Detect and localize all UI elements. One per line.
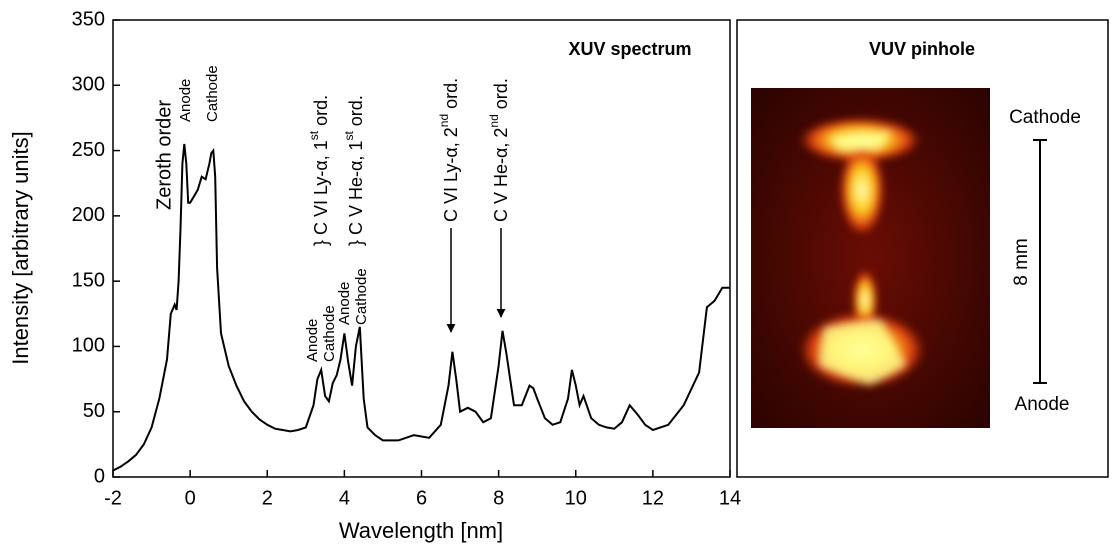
y-tick-label: 200 xyxy=(72,204,105,226)
line-label-text: C VI Ly-α, 2 xyxy=(441,127,461,222)
x-tick-label: 8 xyxy=(493,487,504,509)
line-label-text: C VI Ly-α, 1 xyxy=(311,140,331,240)
line-label-sup: nd xyxy=(437,114,451,127)
chart-title: XUV spectrum xyxy=(568,39,691,59)
line-label-sup: st xyxy=(342,131,356,141)
annotation: Cathode xyxy=(321,305,338,362)
x-tick-label: 10 xyxy=(565,487,587,509)
y-tick-label: 300 xyxy=(72,74,105,96)
line-label: } C V He-α, 1st ord. xyxy=(342,95,366,246)
image-title: VUV pinhole xyxy=(869,39,975,59)
spectrum-line xyxy=(112,143,730,472)
x-tick-label: 2 xyxy=(262,487,273,509)
y-tick-label: 150 xyxy=(72,269,105,291)
y-tick-label: 250 xyxy=(72,139,105,161)
arrows xyxy=(446,228,506,333)
line-label-text: C V He-α, 2 xyxy=(491,128,511,222)
x-axis-title: Wavelength [nm] xyxy=(339,518,503,543)
x-tick-label: 14 xyxy=(719,487,741,509)
line-label-sup: nd xyxy=(487,114,501,127)
line-label: } C VI Ly-α, 1st ord. xyxy=(307,95,331,246)
y-tick-label: 0 xyxy=(94,465,105,487)
line-label-tail: ord. xyxy=(311,95,331,131)
annotation: Anode xyxy=(177,79,194,122)
line-label-text: C V He-α, 1 xyxy=(346,141,366,240)
cathode-label: Cathode xyxy=(1009,107,1081,128)
x-tick-label: 12 xyxy=(642,487,664,509)
line-label-sup: st xyxy=(307,130,321,140)
brace: } xyxy=(346,240,366,246)
y-axis-title: Intensity [arbitrary units] xyxy=(8,131,33,365)
annotation: Anode xyxy=(304,319,321,362)
x-tick-label: -2 xyxy=(104,487,122,509)
scale-label: 8 mm xyxy=(1011,238,1032,286)
line-label-tail: ord. xyxy=(491,78,511,114)
annotation: Zeroth order xyxy=(153,100,175,210)
annotation: Anode xyxy=(336,282,353,325)
line-label: C VI Ly-α, 2nd ord. xyxy=(437,78,461,222)
image-frame xyxy=(736,19,1109,478)
y-tick-label: 50 xyxy=(83,400,105,422)
line-label-tail: ord. xyxy=(441,78,461,114)
annotation: Cathode xyxy=(204,65,221,122)
x-tick-label: 6 xyxy=(416,487,427,509)
scale-bar xyxy=(1033,139,1047,384)
pinhole-image xyxy=(751,88,990,428)
x-tick-label: 4 xyxy=(339,487,350,509)
anode-label: Anode xyxy=(1015,394,1070,415)
y-tick-label: 350 xyxy=(72,8,105,30)
line-label: C V He-α, 2nd ord. xyxy=(487,78,511,222)
y-tick-label: 100 xyxy=(72,335,105,357)
x-tick-label: 0 xyxy=(185,487,196,509)
annotation: Cathode xyxy=(353,268,370,325)
brace: } xyxy=(311,240,331,246)
line-label-tail: ord. xyxy=(346,95,366,131)
